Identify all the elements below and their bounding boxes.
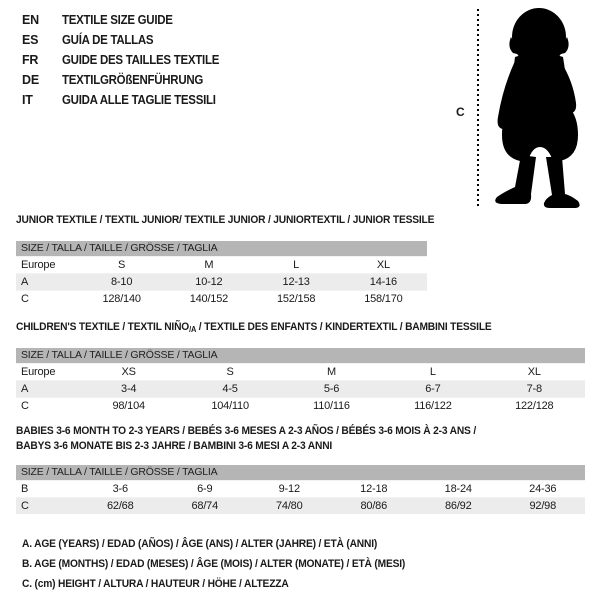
table-row: Europe S M L XL (16, 256, 427, 274)
height-measure-figure: C (452, 5, 600, 215)
table-row: C 62/68 68/74 74/80 80/86 86/92 92/98 (16, 497, 585, 514)
size-header-bar: SIZE / TALLA / TAILLE / GRÖSSE / TAGLIA (16, 241, 427, 256)
language-code: EN (22, 13, 39, 27)
table-row: C 128/140 140/152 152/158 158/170 (16, 290, 427, 308)
cell: 104/110 (211, 400, 249, 412)
junior-table: Europe S M L XL A 8-10 10-12 12-13 14-16… (16, 256, 427, 307)
height-dotted-line (477, 9, 479, 209)
babies-table: B 3-6 6-9 9-12 12-18 18-24 24-36 C 62/68… (16, 480, 585, 514)
language-row-fr: FR GUIDE DES TAILLES TEXTILE (22, 50, 233, 70)
height-measure-label: C (456, 105, 465, 119)
cell: 6-7 (425, 383, 441, 395)
guide-title: GUIDE DES TAILLES TEXTILE (62, 53, 220, 67)
legend-footnotes: A. AGE (YEARS) / EDAD (AÑOS) / ÂGE (ANS)… (22, 534, 434, 594)
cell: 62/68 (106, 500, 134, 512)
guide-title: GUIDA ALLE TAGLIE TESSILI (62, 93, 216, 107)
cell: 122/128 (515, 400, 554, 412)
cell: XS (121, 366, 136, 378)
toddler-silhouette-icon (495, 8, 580, 208)
junior-size-table: SIZE / TALLA / TAILLE / GRÖSSE / TAGLIA … (16, 241, 427, 307)
cell: 5-6 (323, 383, 340, 395)
cell: 74/80 (275, 500, 303, 512)
guide-title: GUÍA DE TALLAS (62, 33, 154, 47)
cell: 68/74 (191, 500, 219, 512)
cell: 116/122 (414, 400, 452, 412)
title-text: CHILDREN'S TEXTILE / TEXTIL NIÑO (16, 321, 190, 333)
row-label: C (21, 500, 29, 512)
cell: 158/170 (364, 293, 403, 305)
junior-section-title: JUNIOR TEXTILE / TEXTIL JUNIOR/ TEXTILE … (16, 214, 435, 226)
size-header-bar: SIZE / TALLA / TAILLE / GRÖSSE / TAGLIA (16, 348, 585, 363)
cell: 6-9 (197, 483, 213, 495)
language-code: FR (22, 53, 39, 67)
size-header-bar: SIZE / TALLA / TAILLE / GRÖSSE / TAGLIA (16, 465, 585, 480)
language-row-es: ES GUÍA DE TALLAS (22, 30, 233, 50)
cell: 128/140 (102, 293, 141, 305)
title-subscript: /A (189, 325, 197, 334)
row-label: C (21, 400, 29, 412)
cell: 110/116 (313, 400, 350, 412)
children-size-table: SIZE / TALLA / TAILLE / GRÖSSE / TAGLIA … (16, 348, 585, 414)
babies-section-title: BABIES 3-6 MONTH TO 2-3 YEARS / BEBÉS 3-… (16, 424, 476, 454)
language-code: DE (22, 73, 39, 87)
babies-size-table: SIZE / TALLA / TAILLE / GRÖSSE / TAGLIA … (16, 465, 585, 514)
cell: 152/158 (276, 293, 316, 305)
guide-title: TEXTILGRÖßENFÜHRUNG (62, 73, 204, 87)
cell: S (226, 366, 234, 378)
row-label: B (21, 483, 29, 495)
cell: 10-12 (195, 276, 223, 288)
cell: XL (376, 259, 390, 271)
language-title-list: EN TEXTILE SIZE GUIDE ES GUÍA DE TALLAS … (22, 10, 233, 110)
table-row: A 8-10 10-12 12-13 14-16 (16, 273, 427, 291)
language-code: IT (22, 93, 33, 107)
cell: 3-6 (112, 483, 129, 495)
title-text: / TEXTILE DES ENFANTS / KINDERTEXTIL / B… (196, 321, 492, 333)
guide-title: TEXTILE SIZE GUIDE (62, 13, 173, 27)
cell: 80/86 (360, 500, 388, 512)
children-table: Europe XS S M L XL A 3-4 4-5 5-6 6-7 7-8… (16, 363, 585, 414)
cell: S (118, 259, 126, 271)
row-label: A (21, 276, 29, 288)
footnote-age-years: A. AGE (YEARS) / EDAD (AÑOS) / ÂGE (ANS)… (22, 538, 378, 550)
footnote-height: C. (cm) HEIGHT / ALTURA / HAUTEUR / HÖHE… (22, 578, 289, 590)
title-line: BABIES 3-6 MONTH TO 2-3 YEARS / BEBÉS 3-… (16, 425, 477, 437)
cell: XL (527, 366, 541, 378)
row-label: C (21, 293, 29, 305)
cell: 86/92 (444, 500, 472, 512)
row-label: A (21, 383, 29, 395)
cell: M (204, 259, 214, 271)
language-row-en: EN TEXTILE SIZE GUIDE (22, 10, 233, 30)
footnote-age-months: B. AGE (MONTHS) / EDAD (MESES) / ÂGE (MO… (22, 558, 406, 570)
language-row-de: DE TEXTILGRÖßENFÜHRUNG (22, 70, 233, 90)
language-row-it: IT GUIDA ALLE TAGLIE TESSILI (22, 90, 233, 110)
row-label: Europe (21, 366, 56, 378)
row-label: Europe (21, 259, 56, 271)
cell: 8-10 (111, 276, 133, 288)
cell: 3-4 (121, 383, 137, 395)
language-code: ES (22, 33, 39, 47)
title-line: BABYS 3-6 MONATE BIS 2-3 JAHRE / BAMBINI… (16, 440, 333, 452)
cell: L (429, 366, 436, 378)
cell: 24-36 (529, 483, 557, 495)
cell: 92/98 (529, 500, 557, 512)
cell: L (293, 259, 300, 271)
cell: 18-24 (444, 483, 472, 495)
table-row: Europe XS S M L XL (16, 363, 585, 381)
cell: 12-18 (360, 483, 388, 495)
cell: M (326, 366, 336, 378)
cell: 7-8 (526, 383, 543, 395)
cell: 9-12 (278, 483, 300, 495)
cell: 12-13 (282, 276, 310, 288)
cell: 14-16 (369, 276, 397, 288)
cell: 140/152 (189, 293, 229, 305)
children-section-title: CHILDREN'S TEXTILE / TEXTIL NIÑO/A / TEX… (16, 320, 492, 337)
cell: 4-5 (222, 383, 238, 395)
table-row: A 3-4 4-5 5-6 6-7 7-8 (16, 380, 585, 398)
table-row: C 98/104 104/110 110/116 116/122 122/128 (16, 397, 585, 415)
cell: 98/104 (112, 400, 145, 412)
table-row: B 3-6 6-9 9-12 12-18 18-24 24-36 (16, 480, 585, 498)
